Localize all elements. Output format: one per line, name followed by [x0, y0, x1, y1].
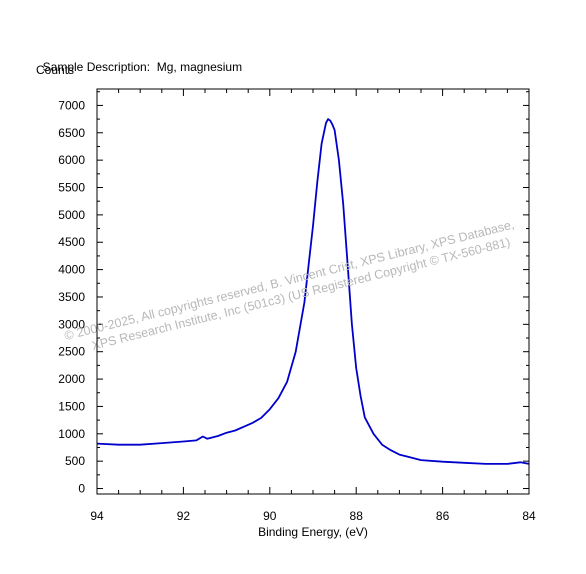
- y-tick-label: 2000: [58, 372, 85, 386]
- x-tick-label: 86: [436, 509, 450, 523]
- watermark-line-1: © 2000-2025, All copyrights reserved, B.…: [63, 217, 516, 343]
- axis-ticks: 0 500 1000 1500 2000 2500 3000 3500 4000 4500 5000…: [58, 89, 536, 523]
- y-tick-label: 6000: [58, 153, 85, 167]
- x-tick-label: 94: [90, 509, 104, 523]
- x-tick-label: 88: [350, 509, 364, 523]
- y-tick-label: 7000: [58, 98, 85, 112]
- x-tick-label: 92: [177, 509, 191, 523]
- y-tick-label: 2500: [58, 345, 85, 359]
- spectrum-line: [96, 118, 530, 465]
- y-tick-label: 4000: [58, 263, 85, 277]
- y-tick-label: 0: [78, 482, 85, 496]
- watermark: © 2000-2025, All copyrights reserved, B.…: [63, 217, 516, 353]
- y-tick-label: 3500: [58, 290, 85, 304]
- y-tick-label: 1500: [58, 399, 85, 413]
- x-axis-title: Binding Energy, (eV): [258, 525, 368, 539]
- y-axis-title: Counts: [36, 63, 75, 77]
- y-tick-label: 3000: [58, 317, 85, 331]
- y-tick-label: 500: [65, 454, 85, 468]
- sample-description: Sample Description: Mg, magnesium: [36, 46, 242, 74]
- watermark-line-2: XPS Research Institute, Inc (501c3) (US …: [90, 235, 511, 353]
- y-tick-label: 1000: [58, 427, 85, 441]
- y-tick-label: 5500: [58, 181, 85, 195]
- sample-description-label: Sample Description:: [42, 60, 151, 74]
- y-tick-label: 5000: [58, 208, 85, 222]
- y-tick-label: 4500: [58, 235, 85, 249]
- x-tick-label: 90: [263, 509, 277, 523]
- series-layer: [96, 118, 530, 465]
- plot-frame: [96, 88, 530, 495]
- y-tick-label: 6500: [58, 126, 85, 140]
- sample-description-value: Mg, magnesium: [156, 60, 243, 74]
- x-tick-label: 84: [522, 509, 536, 523]
